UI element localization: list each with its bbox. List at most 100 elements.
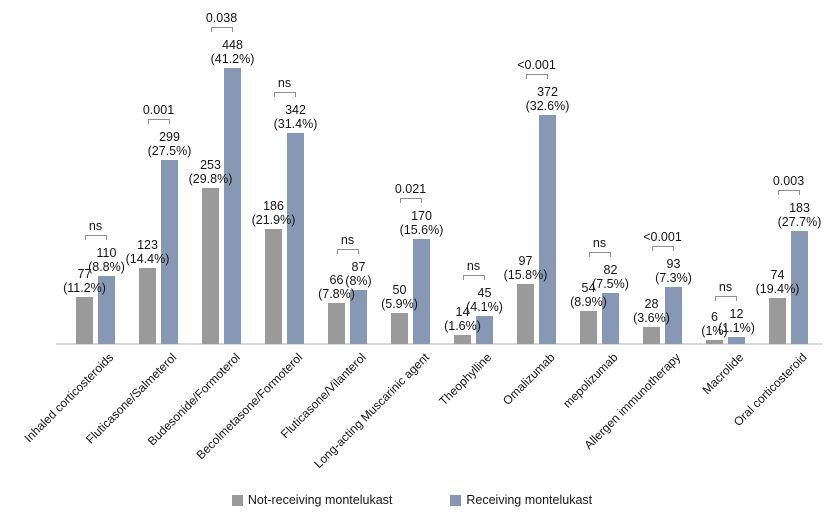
bar-receiving <box>665 286 682 344</box>
bar-not-receiving <box>328 303 345 344</box>
bar-receiving <box>728 336 745 344</box>
chart-legend: Not-receiving montelukast Receiving mont… <box>0 493 824 507</box>
p-value-bracket <box>525 73 548 79</box>
bar-value-label-receiving: 170 (15.6%) <box>400 209 444 237</box>
bar-percent-value: (7.3%) <box>655 270 692 285</box>
bar-count-value: 342 <box>285 103 306 118</box>
p-value-label: 0.021 <box>394 182 427 197</box>
category-label: Macrolide <box>700 350 747 397</box>
bar-receiving <box>98 276 115 344</box>
bar-value-label-receiving: 342 (31.4%) <box>274 103 318 131</box>
bar-percent-value: (3.6%) <box>633 310 670 325</box>
p-value-bracket <box>777 190 800 196</box>
bar-count-value: 50 <box>392 283 407 298</box>
bar-not-receiving <box>139 268 156 344</box>
bar-value-label-not-receiving: 54 (8.9%) <box>570 281 607 309</box>
bar-value-label-not-receiving: 66 (7.8%) <box>318 273 355 301</box>
bar-count-value: 74 <box>770 268 785 283</box>
p-value-label: <0.001 <box>517 57 556 72</box>
bar-value-label-receiving: 110 (8.8%) <box>88 246 125 274</box>
bar-count-value: 183 <box>789 201 810 216</box>
bar-receiving <box>350 290 367 344</box>
bar-count-value: 186 <box>263 199 284 214</box>
bar-value-label-receiving: 87 (8%) <box>345 260 371 288</box>
p-value-label: ns <box>466 259 481 274</box>
bar-count-value: 12 <box>729 306 744 321</box>
bar-value-label-not-receiving: 28 (3.6%) <box>633 297 670 325</box>
bar-count-value: 448 <box>222 38 243 52</box>
bar-percent-value: (27.7%) <box>777 215 822 230</box>
p-value-bracket <box>336 249 359 255</box>
p-value-label: ns <box>718 279 733 294</box>
p-value-bracket <box>588 252 611 258</box>
category-label: Long-acting Muscarinic agent <box>310 350 432 472</box>
bar-value-label-not-receiving: 123 (14.4%) <box>126 238 170 266</box>
category-label: Omalizumab <box>500 350 558 408</box>
legend-item-not-receiving: Not-receiving montelukast <box>231 493 393 507</box>
legend-swatch-receiving <box>450 494 462 506</box>
bar-count-value: 77 <box>77 266 92 281</box>
bar-not-receiving <box>517 284 534 344</box>
bar-count-value: 170 <box>411 209 432 224</box>
bar-not-receiving <box>202 188 219 344</box>
bar-receiving <box>476 316 493 344</box>
bar-count-value: 372 <box>537 84 558 99</box>
bar-not-receiving <box>769 298 786 344</box>
bar-value-label-receiving: 183 (27.7%) <box>778 201 822 229</box>
bar-percent-value: (41.2%) <box>210 52 255 66</box>
bar-percent-value: (31.4%) <box>273 117 318 132</box>
bar-percent-value: (7.8%) <box>318 287 355 302</box>
bar-value-label-receiving: 448 (41.2%) <box>211 38 255 66</box>
p-value-bracket <box>399 198 422 204</box>
p-value-bracket <box>462 275 485 281</box>
bar-count-value: 110 <box>96 246 117 261</box>
bar-value-label-receiving: 45 (4.1%) <box>466 286 503 314</box>
bar-not-receiving <box>580 310 597 344</box>
bar-receiving <box>224 68 241 344</box>
bar-percent-value: (15.6%) <box>399 223 444 238</box>
bar-percent-value: (4.1%) <box>466 300 503 315</box>
bar-count-value: 28 <box>644 296 659 311</box>
bar-value-label-not-receiving: 253 (29.8%) <box>189 158 233 186</box>
bar-value-label-not-receiving: 74 (19.4%) <box>756 268 800 296</box>
x-axis-line <box>56 343 822 345</box>
bar-count-value: 14 <box>455 305 470 320</box>
bar-percent-value: (5.9%) <box>381 297 418 312</box>
bar-count-value: 97 <box>518 254 533 269</box>
p-value-bracket <box>651 245 674 251</box>
bar-percent-value: (1.1%) <box>718 320 755 335</box>
category-label: mepolizumab <box>560 350 621 411</box>
bar-percent-value: (14.4%) <box>125 252 170 267</box>
bar-receiving <box>539 114 556 344</box>
p-value-label: <0.001 <box>643 229 682 244</box>
bar-count-value: 82 <box>603 263 618 278</box>
bar-count-value: 87 <box>351 260 366 275</box>
bar-not-receiving <box>391 313 408 344</box>
bar-receiving <box>413 239 430 344</box>
p-value-bracket <box>147 118 170 124</box>
bar-value-label-receiving: 82 (7.5%) <box>592 263 629 291</box>
p-value-label: 0.038 <box>205 11 238 25</box>
bar-value-label-receiving: 12 (1.1%) <box>718 307 755 335</box>
bar-value-label-not-receiving: 97 (15.8%) <box>504 254 548 282</box>
legend-swatch-not-receiving <box>231 494 243 506</box>
p-value-bracket <box>714 295 737 301</box>
bar-value-label-receiving: 93 (7.3%) <box>655 257 692 285</box>
bar-percent-value: (32.6%) <box>525 98 570 113</box>
p-value-label: ns <box>88 219 103 234</box>
legend-label-not-receiving: Not-receiving montelukast <box>247 493 393 507</box>
bar-percent-value: (7.5%) <box>592 277 629 292</box>
bar-value-label-not-receiving: 77 (11.2%) <box>63 267 106 295</box>
p-value-bracket <box>84 235 107 241</box>
legend-item-receiving: Receiving montelukast <box>450 493 592 507</box>
p-value-bracket <box>273 92 296 98</box>
bar-count-value: 123 <box>137 238 158 253</box>
bar-not-receiving <box>706 340 723 344</box>
bar-count-value: 45 <box>477 286 492 301</box>
p-value-label: 0.001 <box>142 102 175 117</box>
bar-value-label-receiving: 299 (27.5%) <box>148 130 192 158</box>
bar-count-value: 66 <box>329 273 344 288</box>
bar-percent-value: (21.9%) <box>251 213 296 228</box>
bar-not-receiving <box>643 326 660 344</box>
